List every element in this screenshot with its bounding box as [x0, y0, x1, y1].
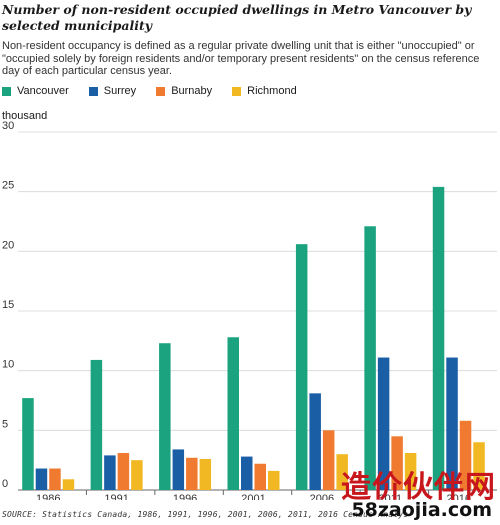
- bar-chart: 0 5 10 15 20 25 30 1986 1991 1996 2001 2006 2011 2016: [2, 120, 497, 500]
- bar-richmond-2006: [336, 454, 348, 490]
- bar-surrey-2006: [309, 393, 321, 490]
- legend-label-vancouver: Vancouver: [17, 85, 69, 97]
- legend-item-surrey: Surrey: [88, 85, 137, 97]
- y-tick-label: 5: [2, 418, 8, 430]
- bar-vancouver-2011: [364, 226, 376, 491]
- legend-swatch-burnaby: [156, 86, 166, 96]
- x-tick-label: 1991: [104, 493, 128, 500]
- legend-swatch-surrey: [88, 86, 98, 96]
- bar-richmond-1991: [131, 460, 143, 490]
- bar-surrey-2016: [446, 357, 458, 490]
- y-tick-label: 30: [2, 120, 14, 132]
- legend-item-burnaby: Burnaby: [156, 85, 212, 97]
- bar-surrey-2011: [377, 357, 390, 490]
- source-note: SOURCE: Statistics Canada, 1986, 1991, 1…: [2, 510, 409, 519]
- bar-burnaby-1991: [117, 453, 130, 490]
- y-tick-label: 25: [2, 180, 14, 192]
- bar-surrey-2001: [241, 456, 253, 490]
- chart-title: Number of non-resident occupied dwelling…: [2, 2, 472, 33]
- watermark-brand: 造价伙伴网: [341, 470, 496, 505]
- bar-vancouver-1986: [22, 398, 34, 490]
- bar-richmond-1996: [199, 458, 212, 490]
- y-tick-label: 15: [2, 299, 14, 311]
- bar-burnaby-2011: [391, 436, 403, 490]
- y-tick-label: 0: [2, 478, 8, 490]
- x-tick-label: 1996: [173, 493, 197, 500]
- bar-surrey-1986: [35, 468, 48, 490]
- bar-richmond-2016: [473, 442, 485, 490]
- legend-label-richmond: Richmond: [247, 85, 297, 97]
- bar-richmond-1986: [62, 479, 75, 490]
- y-axis-unit-label: thousand: [2, 110, 48, 122]
- legend-item-vancouver: Vancouver: [2, 85, 69, 97]
- bar-surrey-1991: [104, 455, 116, 490]
- chart-subtitle: Non-resident occupancy is defined as a r…: [2, 40, 480, 77]
- y-tick-label: 10: [2, 359, 14, 371]
- bar-vancouver-1991: [90, 359, 103, 490]
- x-tick-label: 2011: [379, 493, 403, 500]
- bar-vancouver-2016: [432, 186, 445, 490]
- bar-surrey-1996: [172, 449, 185, 490]
- bar-burnaby-1986: [49, 468, 61, 490]
- y-tick-label: 20: [2, 239, 14, 251]
- x-tick-label: 2016: [447, 493, 471, 500]
- chart-legend: Vancouver Surrey Burnaby Richmond: [2, 85, 317, 97]
- watermark-url: 58zaojia.com: [351, 499, 492, 521]
- bar-richmond-2011: [404, 453, 417, 490]
- bar-burnaby-2016: [459, 420, 472, 490]
- x-tick-label: 2006: [310, 493, 334, 500]
- bar-richmond-2001: [268, 470, 280, 490]
- legend-label-burnaby: Burnaby: [171, 85, 213, 97]
- bar-burnaby-1996: [186, 457, 198, 490]
- legend-label-surrey: Surrey: [103, 85, 137, 97]
- legend-swatch-vancouver: [2, 86, 11, 96]
- watermark: 造价伙伴网 58zaojia.com: [325, 460, 500, 522]
- bar-burnaby-2001: [254, 463, 266, 490]
- bar-vancouver-1996: [159, 343, 171, 490]
- bar-vancouver-2006: [295, 244, 308, 490]
- legend-swatch-richmond: [232, 86, 242, 96]
- bar-vancouver-2001: [227, 337, 239, 490]
- bar-burnaby-2006: [322, 430, 335, 490]
- x-tick-label: 1986: [36, 493, 60, 500]
- legend-item-richmond: Richmond: [232, 85, 297, 97]
- x-tick-label: 2001: [241, 493, 265, 500]
